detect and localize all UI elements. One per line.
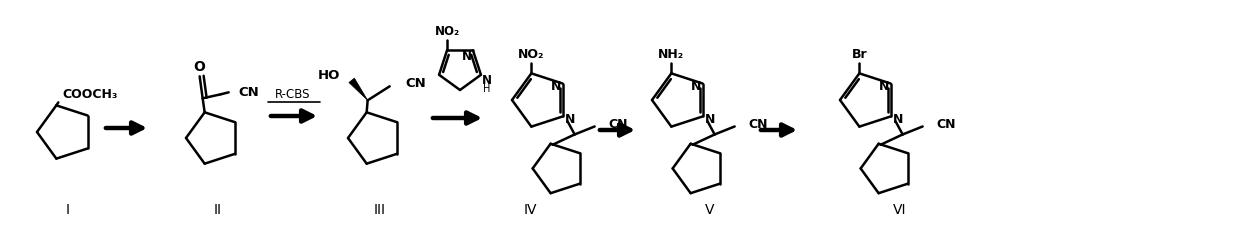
Polygon shape [349, 78, 368, 100]
Text: N: N [893, 113, 903, 126]
Text: N: N [462, 50, 472, 63]
Text: CN: CN [239, 86, 260, 99]
Text: COOCH₃: COOCH₃ [63, 88, 118, 101]
Text: VI: VI [894, 203, 906, 217]
Text: N: N [565, 113, 574, 126]
Text: HO: HO [317, 69, 339, 82]
Text: O: O [193, 60, 206, 74]
Text: II: II [214, 203, 222, 217]
Text: IV: IV [524, 203, 537, 217]
Text: V: V [706, 203, 714, 217]
Text: CN: CN [406, 77, 426, 90]
Text: N: N [482, 74, 491, 87]
Text: NO₂: NO₂ [519, 48, 545, 61]
Text: N: N [704, 113, 714, 126]
Text: III: III [374, 203, 386, 217]
Text: CN: CN [609, 118, 628, 131]
Text: NO₂: NO₂ [435, 25, 459, 38]
Text: I: I [66, 203, 71, 217]
Text: NH₂: NH₂ [659, 48, 685, 61]
Text: Br: Br [852, 48, 867, 61]
Text: CN: CN [749, 118, 768, 131]
Text: R-CBS: R-CBS [275, 87, 311, 101]
Text: N: N [879, 80, 889, 93]
Text: N: N [691, 80, 701, 93]
Text: CN: CN [937, 118, 956, 131]
Text: N: N [551, 80, 561, 93]
Text: H: H [483, 84, 490, 94]
